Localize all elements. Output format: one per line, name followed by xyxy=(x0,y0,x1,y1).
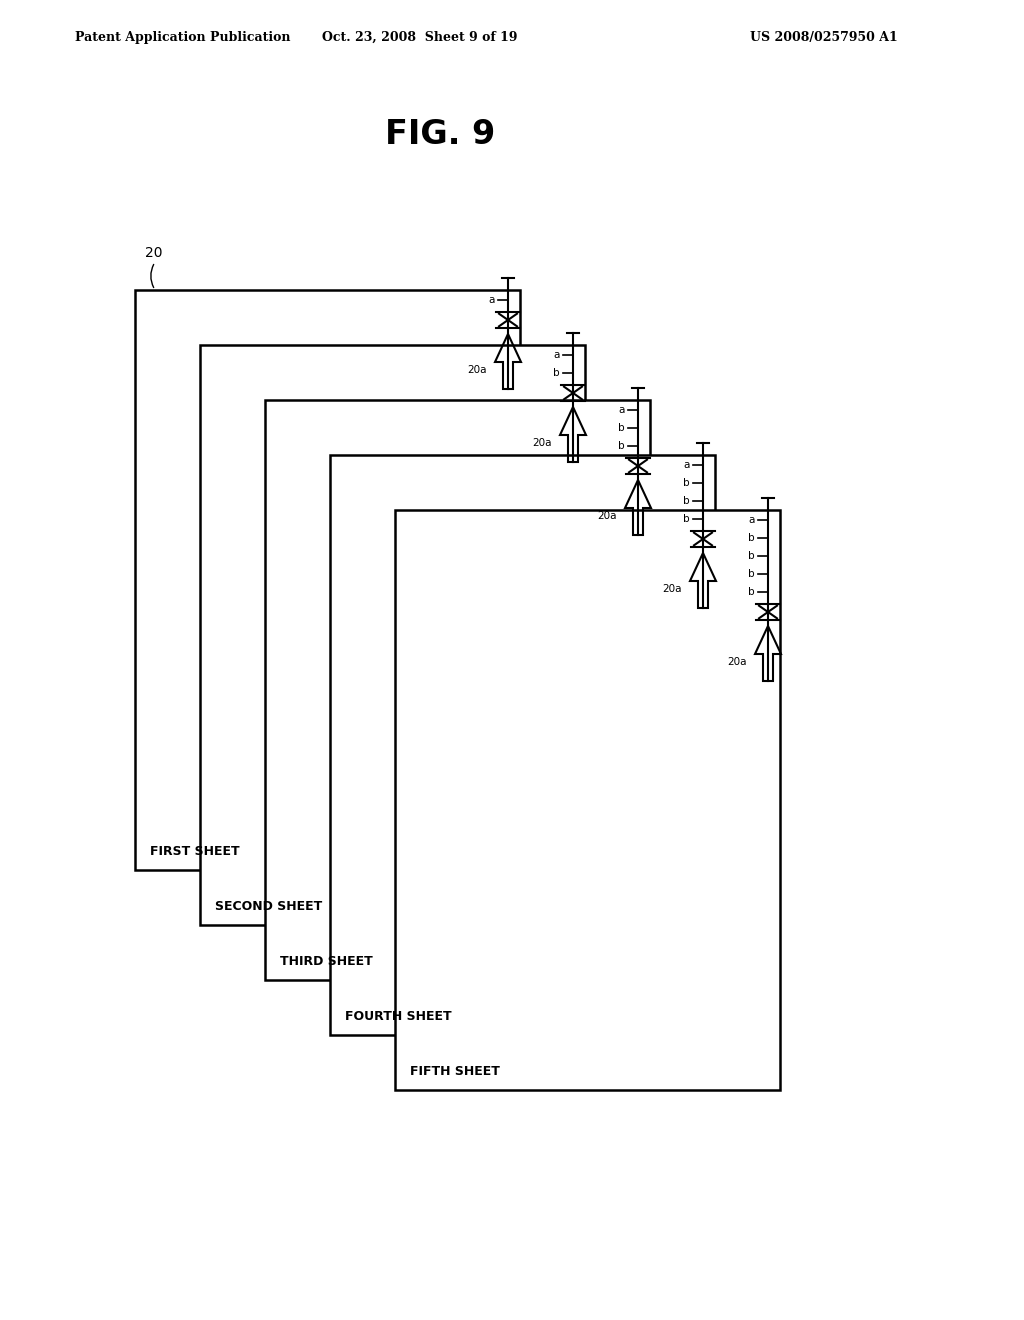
Text: b: b xyxy=(749,533,755,543)
Bar xyxy=(330,455,715,1035)
Text: b: b xyxy=(618,441,625,451)
Text: SECOND SHEET: SECOND SHEET xyxy=(215,900,323,913)
Text: b: b xyxy=(749,569,755,579)
Text: b: b xyxy=(553,368,560,378)
Text: FOURTH SHEET: FOURTH SHEET xyxy=(345,1010,452,1023)
Bar xyxy=(265,400,650,979)
Text: b: b xyxy=(683,496,690,506)
Text: Patent Application Publication: Patent Application Publication xyxy=(75,30,291,44)
Text: a: a xyxy=(749,515,755,525)
Bar xyxy=(135,290,520,870)
Bar xyxy=(200,345,585,925)
Text: THIRD SHEET: THIRD SHEET xyxy=(280,954,373,968)
Text: b: b xyxy=(618,422,625,433)
Text: 20a: 20a xyxy=(727,657,746,667)
Text: FIG. 9: FIG. 9 xyxy=(385,119,496,152)
Text: b: b xyxy=(749,550,755,561)
Text: a: a xyxy=(618,405,625,414)
Text: 20a: 20a xyxy=(468,364,487,375)
Text: 20: 20 xyxy=(145,246,163,260)
Text: FIFTH SHEET: FIFTH SHEET xyxy=(410,1065,500,1078)
Text: a: a xyxy=(684,459,690,470)
Text: FIRST SHEET: FIRST SHEET xyxy=(150,845,240,858)
Text: a: a xyxy=(488,294,495,305)
Text: b: b xyxy=(683,513,690,524)
Text: Oct. 23, 2008  Sheet 9 of 19: Oct. 23, 2008 Sheet 9 of 19 xyxy=(323,30,518,44)
Bar xyxy=(395,510,780,1090)
Text: a: a xyxy=(554,350,560,360)
Text: US 2008/0257950 A1: US 2008/0257950 A1 xyxy=(750,30,898,44)
Text: 20a: 20a xyxy=(532,438,552,447)
Text: b: b xyxy=(749,587,755,597)
Text: 20a: 20a xyxy=(663,583,682,594)
Text: 20a: 20a xyxy=(597,511,617,521)
Text: b: b xyxy=(683,478,690,488)
